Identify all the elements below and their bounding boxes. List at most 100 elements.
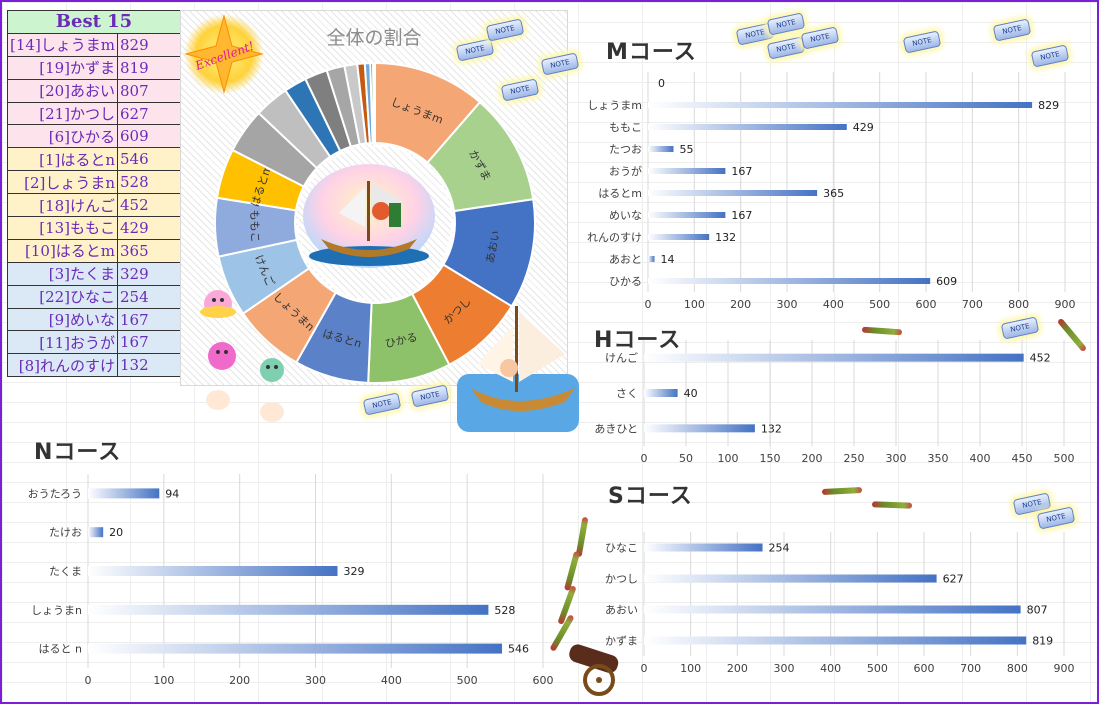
best15-row: [22]ひなこ 254 <box>6 284 181 309</box>
bar <box>648 146 674 152</box>
tick-label: 400 <box>823 298 844 311</box>
bar <box>644 424 755 433</box>
value-label: 94 <box>165 487 179 500</box>
tick-label: 0 <box>645 298 652 311</box>
bar <box>644 543 763 552</box>
tick-label: 300 <box>777 298 798 311</box>
best15-name: [14]しょうまm <box>6 32 119 57</box>
value-label: 829 <box>1038 99 1059 112</box>
tick-label: 500 <box>867 662 888 675</box>
tick-label: 500 <box>1054 452 1075 465</box>
value-label: 0 <box>658 77 665 90</box>
value-label: 254 <box>769 542 790 555</box>
category-label: はるとm <box>598 187 642 200</box>
value-label: 452 <box>1030 352 1051 365</box>
donut-inner-ring <box>295 143 455 303</box>
best15-name: [21]かつし <box>6 101 119 126</box>
category-label: あおと <box>609 253 642 266</box>
bar <box>648 278 931 284</box>
value-label: 627 <box>943 573 964 586</box>
category-label: あおい <box>605 604 638 617</box>
best15-name: [2]しょうまn <box>6 170 119 195</box>
bar <box>644 605 1021 614</box>
best15-row: [11]おうが 167 <box>6 330 181 355</box>
best15-value: 528 <box>117 170 181 195</box>
tick-label: 900 <box>1055 298 1076 311</box>
excellent-badge-icon: Excellent! <box>184 14 264 94</box>
cannon-illustration-icon <box>569 644 619 696</box>
value-label: 329 <box>343 565 364 578</box>
bar <box>88 604 489 615</box>
tick-label: 900 <box>1054 662 1075 675</box>
tick-label: 400 <box>820 662 841 675</box>
ship-illustration-icon <box>303 164 435 268</box>
best15-row: [13]ももこ 429 <box>6 216 181 240</box>
category-label: ひかる <box>609 275 642 288</box>
category-label: あきひと <box>594 422 638 435</box>
bar <box>648 190 818 196</box>
best15-row: [21]かつし 627 <box>6 101 181 126</box>
bar <box>648 234 710 240</box>
best15-value: 546 <box>117 147 181 172</box>
best15-value: 254 <box>117 284 181 309</box>
best15-row: [3]たくま 329 <box>6 261 181 286</box>
value-label: 819 <box>1032 635 1053 648</box>
value-label: 365 <box>823 187 844 200</box>
donut-slice <box>372 61 376 145</box>
best15-header-row: Best 15 <box>7 10 181 34</box>
best15-row: [2]しょうまn 528 <box>6 170 181 195</box>
category-label: めいな <box>609 209 642 222</box>
donut-title: 全体の割合 <box>326 27 422 49</box>
best15-row: [9]めいな 167 <box>6 307 181 332</box>
best15-value: 329 <box>117 261 181 286</box>
tick-label: 800 <box>1007 662 1028 675</box>
tick-label: 250 <box>844 452 865 465</box>
tick-label: 150 <box>760 452 781 465</box>
value-label: 14 <box>660 253 674 266</box>
tick-label: 800 <box>1008 298 1029 311</box>
best15-name: [8]れんのすけ <box>6 353 119 378</box>
category-label: たけお <box>49 526 82 539</box>
tick-label: 100 <box>680 662 701 675</box>
category-label: ももこ <box>609 121 642 134</box>
tick-label: 0 <box>85 674 92 687</box>
m-course-title: Mコース <box>606 40 697 65</box>
tick-label: 500 <box>869 298 890 311</box>
best15-name: [3]たくま <box>6 261 119 286</box>
best15-row: [20]あおい 807 <box>6 78 181 103</box>
value-label: 132 <box>715 231 736 244</box>
value-label: 20 <box>109 526 123 539</box>
best15-title: Best 15 <box>7 10 181 34</box>
best15-row: [1]はるとn 546 <box>6 147 181 172</box>
tick-label: 400 <box>970 452 991 465</box>
tick-label: 350 <box>928 452 949 465</box>
value-label: 40 <box>684 387 698 400</box>
tick-label: 0 <box>641 662 648 675</box>
birds-illustration-icon <box>200 290 284 422</box>
value-label: 807 <box>1027 604 1048 617</box>
best15-value: 132 <box>117 353 181 378</box>
bar <box>648 212 726 218</box>
best15-value: 829 <box>117 32 181 57</box>
bar <box>88 488 160 499</box>
best15-name: [11]おうが <box>6 330 119 355</box>
category-label: おうたろう <box>28 487 82 500</box>
category-label: けんご <box>605 351 638 365</box>
best15-name: [13]ももこ <box>6 216 119 240</box>
bar <box>648 124 847 130</box>
best15-row: [6]ひかる 609 <box>6 124 181 149</box>
category-label: ひなこ <box>605 542 638 555</box>
best15-value: 429 <box>117 216 181 240</box>
best15-value: 365 <box>117 238 181 263</box>
h-course-chart: 0 50 100 150 200 250 300 350 400 450 500 けんご 452 さく 40… <box>594 340 1075 465</box>
value-label: 546 <box>508 643 529 656</box>
best15-row: [8]れんのすけ 132 <box>6 353 181 378</box>
category-label: さく <box>616 387 638 400</box>
n-course-title: Nコース <box>34 440 122 465</box>
best15-name: [10]はるとm <box>6 238 119 263</box>
best15-table: Best 15 [14]しょうまm 829 [19]かずま 819 [20]あおい 807… <box>6 10 181 378</box>
value-label: 528 <box>494 604 515 617</box>
best15-row: [19]かずま 819 <box>6 55 181 80</box>
bar <box>88 566 338 576</box>
